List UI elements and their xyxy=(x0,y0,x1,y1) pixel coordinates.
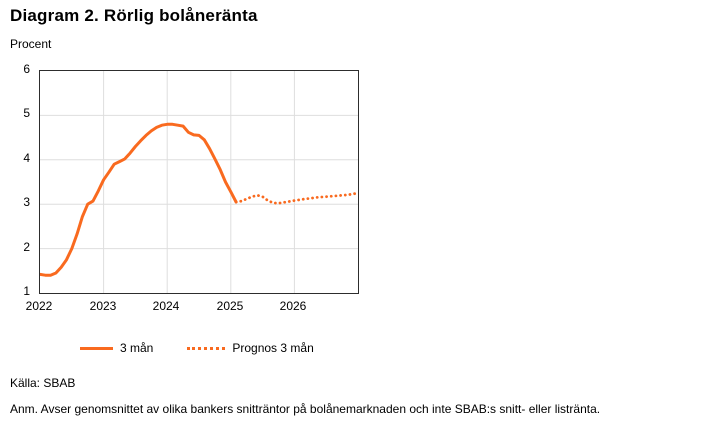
x-tick-2026: 2026 xyxy=(279,299,307,313)
legend-item-3man: 3 mån xyxy=(80,341,153,355)
y-tick-6: 6 xyxy=(23,62,30,76)
plot-svg xyxy=(40,71,358,293)
y-tick-4: 4 xyxy=(23,151,30,165)
legend-label-prognos: Prognos 3 mån xyxy=(232,341,314,355)
x-tick-2024: 2024 xyxy=(152,299,180,313)
y-axis-unit-label: Procent xyxy=(10,37,52,51)
footnote-text: Anm. Avser genomsnittet av olika bankers… xyxy=(10,402,601,416)
dotted-line-swatch xyxy=(187,346,226,350)
chart-title: Diagram 2. Rörlig bolåneränta xyxy=(10,6,258,25)
legend-item-prognos: Prognos 3 mån xyxy=(187,341,314,355)
x-tick-2022: 2022 xyxy=(25,299,53,313)
legend-label-3man: 3 mån xyxy=(120,341,154,355)
source-text: Källa: SBAB xyxy=(10,376,76,390)
x-tick-2023: 2023 xyxy=(89,299,117,313)
y-tick-2: 2 xyxy=(23,240,30,254)
y-tick-1: 1 xyxy=(23,284,30,298)
solid-line-swatch xyxy=(80,346,113,350)
y-tick-3: 3 xyxy=(23,195,30,209)
legend: 3 mån Prognos 3 mån xyxy=(80,341,314,355)
y-tick-5: 5 xyxy=(23,106,30,120)
plot-area xyxy=(39,70,359,294)
x-tick-2025: 2025 xyxy=(216,299,244,313)
